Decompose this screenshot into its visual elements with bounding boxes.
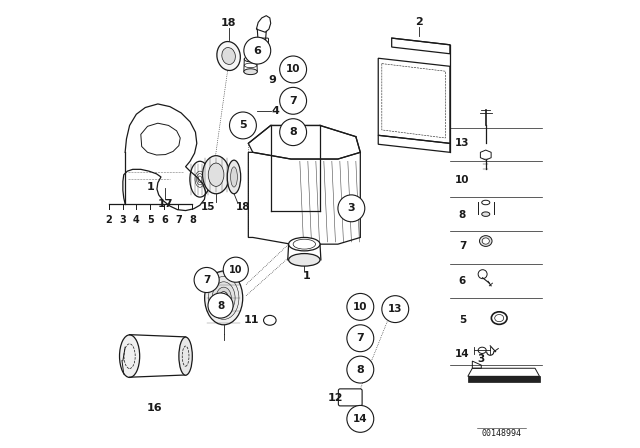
Ellipse shape [219, 292, 228, 304]
Ellipse shape [482, 212, 490, 216]
Circle shape [382, 296, 409, 323]
Ellipse shape [203, 155, 230, 194]
Ellipse shape [209, 276, 239, 319]
Circle shape [347, 356, 374, 383]
Text: 6: 6 [253, 46, 261, 56]
Text: 8: 8 [459, 210, 466, 220]
Circle shape [208, 293, 233, 318]
Text: 00148994: 00148994 [481, 429, 522, 438]
Text: 7: 7 [203, 275, 211, 285]
Text: 11: 11 [244, 315, 260, 325]
Ellipse shape [227, 160, 241, 194]
Text: 4: 4 [133, 215, 140, 225]
Text: 13: 13 [388, 304, 403, 314]
Ellipse shape [208, 163, 224, 186]
Text: 3: 3 [348, 203, 355, 213]
Circle shape [347, 405, 374, 432]
Circle shape [280, 56, 307, 83]
Text: 2: 2 [105, 215, 112, 225]
Text: 17: 17 [157, 199, 173, 209]
Text: 18: 18 [236, 202, 250, 212]
Circle shape [347, 325, 374, 352]
Text: 7: 7 [175, 215, 182, 225]
Text: 10: 10 [229, 265, 243, 275]
Text: 14: 14 [353, 414, 367, 424]
Text: 8: 8 [189, 215, 196, 225]
Ellipse shape [482, 238, 490, 244]
Text: 9: 9 [268, 75, 276, 85]
Text: 3: 3 [477, 354, 485, 364]
Ellipse shape [217, 42, 241, 70]
Text: 7: 7 [289, 96, 297, 106]
Text: 6: 6 [161, 215, 168, 225]
Polygon shape [468, 376, 540, 382]
FancyBboxPatch shape [339, 389, 362, 406]
Text: 10: 10 [353, 302, 367, 312]
Text: 1: 1 [147, 182, 154, 192]
Ellipse shape [289, 254, 320, 266]
Text: 4: 4 [271, 106, 279, 116]
Text: 6: 6 [459, 276, 466, 286]
Text: 18: 18 [221, 18, 236, 28]
Text: 1: 1 [303, 271, 310, 280]
Text: 5: 5 [147, 215, 154, 225]
Text: 7: 7 [356, 333, 364, 343]
Text: 5: 5 [459, 315, 466, 325]
Ellipse shape [230, 167, 237, 187]
Text: 14: 14 [455, 349, 470, 359]
Text: 8: 8 [289, 127, 297, 137]
Ellipse shape [120, 335, 140, 377]
Text: 10: 10 [455, 175, 470, 185]
Text: 15: 15 [201, 202, 215, 212]
Circle shape [194, 267, 219, 293]
Ellipse shape [479, 236, 492, 246]
Text: 8: 8 [217, 301, 224, 310]
Ellipse shape [244, 69, 257, 74]
Circle shape [338, 195, 365, 222]
Ellipse shape [495, 314, 504, 322]
Ellipse shape [205, 271, 243, 325]
Ellipse shape [212, 282, 235, 314]
Text: 7: 7 [459, 241, 466, 251]
Circle shape [280, 87, 307, 114]
Ellipse shape [222, 47, 236, 65]
Text: 12: 12 [328, 393, 344, 403]
Text: 2: 2 [415, 17, 422, 27]
Ellipse shape [289, 237, 320, 251]
Text: 13: 13 [455, 138, 470, 148]
Circle shape [223, 257, 248, 282]
Circle shape [347, 293, 374, 320]
Text: 16: 16 [147, 403, 162, 413]
Ellipse shape [264, 315, 276, 325]
Text: 10: 10 [286, 65, 300, 74]
Ellipse shape [216, 287, 231, 309]
Text: 8: 8 [356, 365, 364, 375]
Circle shape [244, 37, 271, 64]
Text: 3: 3 [119, 215, 126, 225]
Circle shape [230, 112, 257, 139]
Ellipse shape [179, 337, 192, 375]
Circle shape [280, 119, 307, 146]
Text: 5: 5 [239, 121, 247, 130]
